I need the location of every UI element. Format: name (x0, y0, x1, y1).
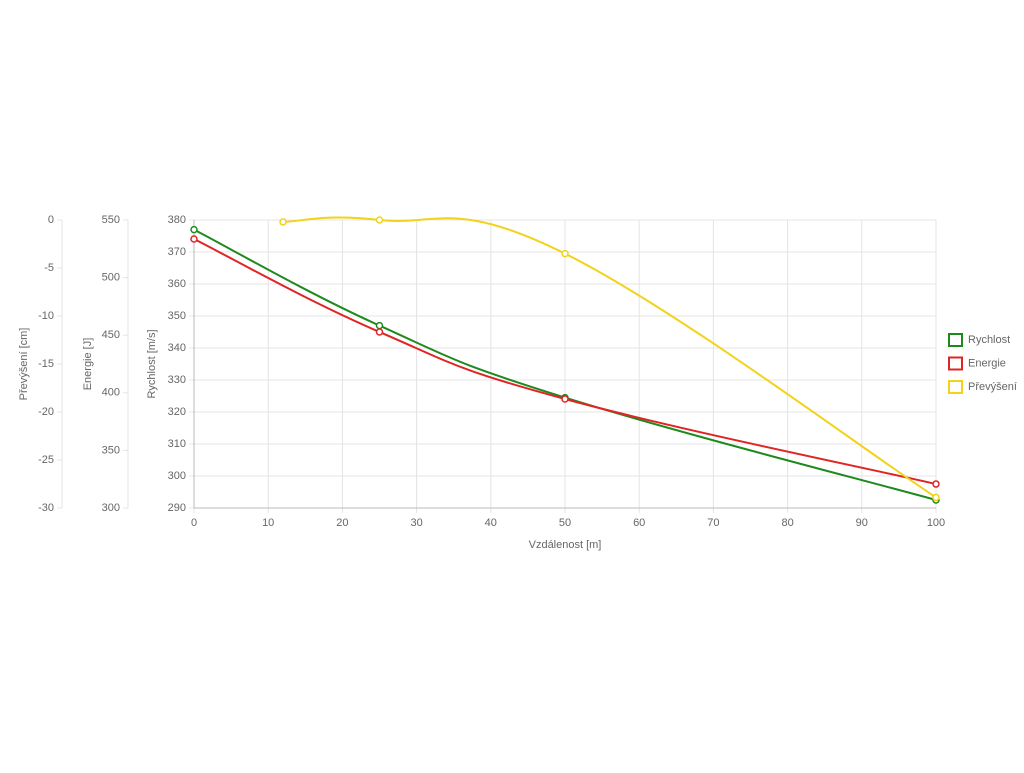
x-tick-label: 10 (262, 517, 274, 529)
data-point (375, 216, 384, 224)
series-line (193, 238, 937, 486)
data-point (375, 321, 384, 330)
y-tick-label: 0 (48, 214, 54, 226)
y-tick-label: 330 (168, 374, 186, 386)
x-tick-label: 20 (336, 517, 348, 529)
data-point (932, 493, 940, 502)
series-line (283, 216, 937, 499)
y-tick-label: -5 (44, 262, 54, 274)
x-tick-label: 70 (707, 517, 719, 529)
y-tick-label: 450 (102, 329, 120, 341)
y-tick-label: 380 (168, 214, 186, 226)
y-tick-label: -10 (38, 310, 54, 322)
y-tick-label: -20 (38, 406, 54, 418)
y-tick-label: 500 (102, 272, 120, 284)
x-tick-label: 80 (781, 517, 793, 529)
legend-swatch (948, 356, 963, 371)
y-axis-title: Rychlost [m/s] (146, 329, 158, 398)
y-tick-label: 290 (168, 502, 186, 514)
data-point (279, 218, 287, 226)
y-tick-label: 310 (168, 438, 186, 450)
y-tick-label: 360 (168, 278, 186, 290)
y-tick-label: 350 (102, 444, 120, 456)
x-axis-title: Vzdálenost [m] (529, 539, 602, 551)
legend-swatch (948, 380, 963, 394)
data-point (190, 235, 198, 243)
data-point (561, 249, 569, 258)
legend-label: Energie (968, 357, 1006, 369)
y-tick-label: -25 (38, 454, 54, 466)
x-tick-label: 60 (633, 517, 645, 529)
y-tick-label: 550 (102, 214, 120, 226)
y-tick-label: 300 (168, 470, 186, 482)
y-tick-label: 300 (102, 502, 120, 514)
x-tick-label: 40 (485, 517, 497, 529)
legend-label: Rychlost (968, 334, 1010, 346)
data-point (190, 225, 198, 234)
legend-label: Převýšení (968, 381, 1017, 393)
y-tick-label: 320 (168, 406, 186, 418)
data-point (375, 328, 384, 336)
y-tick-label: 370 (168, 246, 186, 258)
x-tick-label: 30 (410, 517, 422, 529)
y-tick-label: -30 (38, 502, 54, 514)
data-point (932, 480, 940, 488)
y-tick-label: 350 (168, 310, 186, 322)
y-axis-title: Energie [J] (82, 338, 94, 391)
y-tick-label: 400 (102, 387, 120, 399)
x-tick-label: 0 (191, 517, 197, 529)
y-tick-label: -15 (38, 358, 54, 370)
data-point (561, 395, 569, 403)
x-tick-label: 100 (927, 517, 945, 529)
x-tick-label: 90 (856, 517, 868, 529)
x-tick-label: 50 (559, 517, 571, 529)
y-axis-title: Převýšení [cm] (18, 328, 30, 401)
legend-swatch (948, 333, 963, 347)
series-line (193, 228, 937, 501)
y-tick-label: 340 (168, 342, 186, 354)
